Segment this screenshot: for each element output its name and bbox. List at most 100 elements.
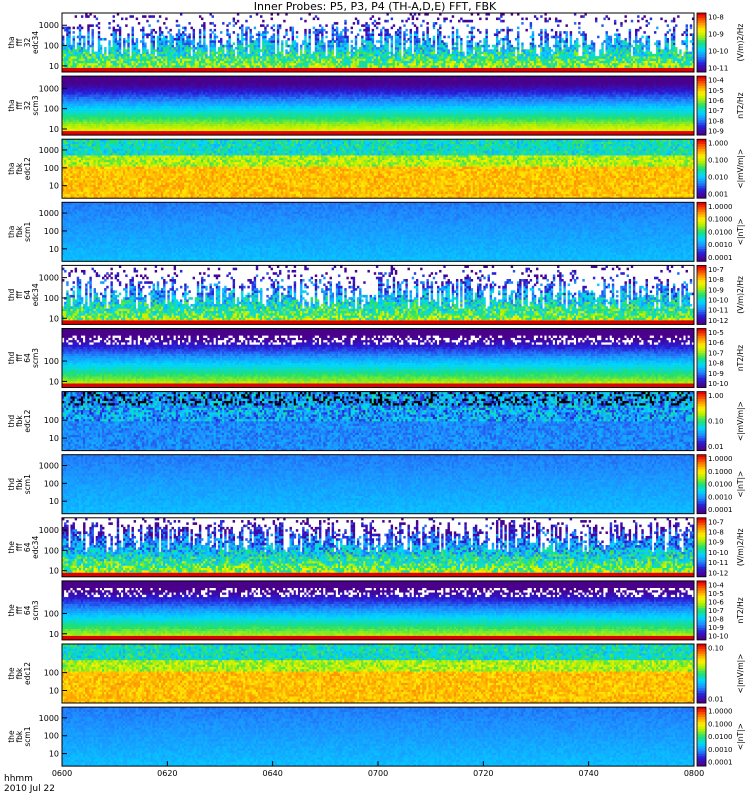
colorbar-tick-label: 10-11 bbox=[708, 307, 728, 315]
x-tick-label: 0720 bbox=[473, 769, 493, 778]
y-tick-label: 10 bbox=[49, 687, 59, 696]
colorbar-tick-label: 10-7 bbox=[708, 607, 724, 615]
panel-12: 100010010thefbkscm11.00000.10000.01000.0… bbox=[7, 707, 745, 767]
colorbar-tick-label: 10-9 bbox=[708, 624, 724, 632]
date-label: 2010 Jul 22 bbox=[4, 784, 55, 794]
colorbar-tick-label: 10-8 bbox=[708, 14, 724, 22]
y-tick-label: 100 bbox=[44, 609, 59, 618]
colorbar-tick-label: 0.0001 bbox=[708, 759, 733, 767]
y-tick-label: 10 bbox=[49, 567, 59, 576]
y-tick-label: 10 bbox=[49, 630, 59, 639]
colorbar-tick-label: 10-5 bbox=[708, 87, 724, 95]
y-tick-label: 1000 bbox=[39, 21, 59, 30]
colorbar-tick-label: 10-11 bbox=[708, 65, 728, 73]
colorbar-tick-label: 0.0100 bbox=[708, 481, 733, 489]
y-tick-label: 100 bbox=[44, 105, 59, 114]
panel-10: 10010thefff64scm310-410-510-610-710-810-… bbox=[7, 581, 745, 641]
colorbar-tick-label: 10-6 bbox=[708, 97, 724, 105]
panel-8: 100010010thdfbkscm11.00000.10000.01000.0… bbox=[7, 455, 745, 515]
colorbar-label-10: nT2/Hz bbox=[736, 597, 745, 623]
panel-1: 100010010thafff32edc3410-810-910-1010-11… bbox=[7, 13, 745, 73]
x-tick-label: 0700 bbox=[368, 769, 388, 778]
panel-label-1: thafff32edc34 bbox=[7, 31, 40, 54]
colorbar-tick-label: 10-9 bbox=[708, 370, 724, 378]
colorbar-tick-label: 10-12 bbox=[708, 317, 728, 325]
y-tick-label: 100 bbox=[44, 416, 59, 425]
panel-4: 100010010thafbkscm11.00000.10000.01000.0… bbox=[7, 202, 745, 261]
colorbar-7: 1.000.100.01<|mV/m|> bbox=[697, 392, 745, 452]
colorbar-tick-label: 10-8 bbox=[708, 615, 724, 623]
colorbar-tick-label: 10-12 bbox=[708, 569, 728, 577]
colorbar-tick-label: 10-10 bbox=[708, 380, 728, 388]
y-tick-label: 1000 bbox=[39, 714, 59, 723]
panel-6: 10010thdfff64scm310-510-610-710-810-910-… bbox=[7, 329, 745, 389]
colorbar-11: 0.100.01<|mV/m|> bbox=[697, 644, 745, 704]
colorbar-label-12: <|nT|> bbox=[736, 723, 745, 750]
colorbar-label-3: <|mV/m|> bbox=[736, 149, 745, 189]
y-tick-label: 10 bbox=[49, 245, 59, 254]
spectrogram-image-2 bbox=[62, 76, 694, 135]
spectrogram-image-9 bbox=[62, 518, 694, 577]
colorbar-tick-label: 10-10 bbox=[708, 48, 728, 56]
colorbar-tick-label: 10-8 bbox=[708, 529, 724, 537]
y-tick-label: 100 bbox=[44, 164, 59, 173]
colorbar-tick-label: 0.1000 bbox=[708, 468, 733, 476]
colorbar-tick-label: 10-10 bbox=[708, 549, 728, 557]
y-tick-label: 1000 bbox=[39, 274, 59, 283]
spectrogram-image-8 bbox=[62, 455, 694, 514]
colorbar-label-7: <|mV/m|> bbox=[736, 401, 745, 441]
y-tick-label: 100 bbox=[44, 42, 59, 51]
colorbar-label-2: nT2/Hz bbox=[736, 92, 745, 118]
colorbar-tick-label: 10-7 bbox=[708, 107, 724, 115]
colorbar-label-1: (V/m)2/Hz bbox=[736, 24, 745, 62]
y-tick-label: 10 bbox=[49, 497, 59, 506]
colorbar-tick-label: 0.0001 bbox=[708, 254, 733, 262]
colorbar-tick-label: 0.0010 bbox=[708, 746, 733, 754]
colorbar-tick-label: 0.01 bbox=[708, 443, 724, 451]
colorbar-tick-label: 0.1000 bbox=[708, 720, 733, 728]
colorbar-label-11: <|mV/m|> bbox=[736, 654, 745, 694]
colorbar-1: 10-8 10-9 10-10 10-11 (V/m)2/Hz bbox=[697, 13, 745, 73]
y-tick-label: 100 bbox=[44, 357, 59, 366]
spectrogram-image-5 bbox=[62, 265, 694, 324]
time-axis-label: hhmm bbox=[4, 774, 55, 784]
y-tick-label: 10 bbox=[49, 434, 59, 443]
colorbar-tick-label: 0.10 bbox=[708, 645, 724, 653]
colorbar-tick-label: 0.0010 bbox=[708, 493, 733, 501]
y-tick-label: 10 bbox=[49, 314, 59, 323]
colorbar-tick-label: 0.001 bbox=[708, 191, 728, 199]
colorbar-tick-label: 1.00 bbox=[708, 392, 724, 400]
y-tick-label: 100 bbox=[44, 294, 59, 303]
colorbar-3: 1.0000.1000.0100.001<|mV/m|> bbox=[697, 139, 745, 199]
spectrogram-image-12 bbox=[62, 707, 694, 766]
colorbar-tick-label: 10-7 bbox=[708, 518, 724, 526]
colorbar-label-4: <|nT|> bbox=[736, 218, 745, 245]
colorbar-tick-label: 10-10 bbox=[708, 632, 728, 640]
x-tick-label: 0620 bbox=[157, 769, 177, 778]
y-tick-label: 100 bbox=[44, 479, 59, 488]
colorbar-label-8: <|nT|> bbox=[736, 471, 745, 498]
colorbar-tick-label: 10-4 bbox=[708, 77, 724, 85]
panel-label-6: thdfff64scm3 bbox=[7, 348, 40, 368]
colorbar-tick-label: 10-5 bbox=[708, 329, 724, 337]
colorbar-tick-label: 10-9 bbox=[708, 31, 724, 39]
spectrogram-image-3 bbox=[62, 139, 694, 198]
panel-label-5: thdfff64edc34 bbox=[7, 283, 40, 306]
panel-3: 100010010thafbkedc121.0000.1000.0100.001… bbox=[7, 139, 745, 199]
panel-label-12: thefbkscm1 bbox=[7, 726, 32, 746]
y-tick-label: 1000 bbox=[39, 146, 59, 155]
panel-label-10: thefff64scm3 bbox=[7, 600, 40, 620]
colorbar-tick-label: 0.010 bbox=[708, 174, 728, 182]
colorbar-tick-label: 10-8 bbox=[708, 360, 724, 368]
colorbar-tick-label: 10-9 bbox=[708, 128, 724, 136]
colorbar-tick-label: 10-7 bbox=[708, 266, 724, 274]
y-tick-label: 10 bbox=[49, 125, 59, 134]
